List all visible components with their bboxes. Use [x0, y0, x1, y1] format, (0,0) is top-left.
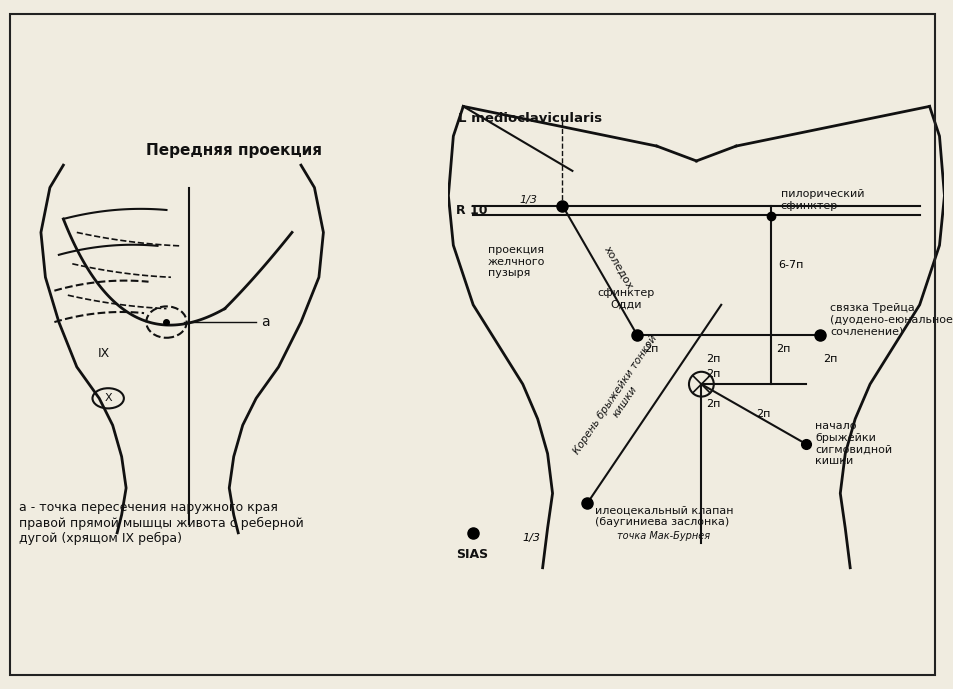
Text: начало
брыжейки
сигмовидной
кишки: начало брыжейки сигмовидной кишки	[815, 421, 892, 466]
Text: связка Трейца
(дуодено-еюнальное
сочленение): связка Трейца (дуодено-еюнальное сочлене…	[829, 303, 952, 336]
Text: а: а	[260, 315, 269, 329]
Text: 2п: 2п	[705, 354, 720, 364]
Text: Корень брыжейки тонкой
кишки: Корень брыжейки тонкой кишки	[572, 333, 668, 462]
Text: 2п: 2п	[775, 344, 789, 355]
Text: SIAS: SIAS	[456, 548, 487, 561]
Text: IX: IX	[97, 347, 110, 360]
Text: холедох: холедох	[601, 244, 635, 291]
Text: проекция
желчного
пузыря: проекция желчного пузыря	[488, 245, 545, 278]
Text: L medioclavicularis: L medioclavicularis	[457, 112, 601, 125]
Text: 6-7п: 6-7п	[778, 260, 802, 270]
Text: илеоцекальный клапан
(баугиниева заслонка): илеоцекальный клапан (баугиниева заслонк…	[594, 506, 733, 527]
Text: 2п: 2п	[643, 344, 658, 355]
Text: точка Мак-Бурнея: точка Мак-Бурнея	[617, 531, 709, 541]
Text: 2п: 2п	[822, 354, 837, 364]
Text: R 10: R 10	[456, 203, 487, 216]
Text: 2п: 2п	[755, 409, 769, 419]
Text: пилорический
сфинктер: пилорический сфинктер	[780, 189, 863, 211]
Text: 2п: 2п	[705, 399, 720, 409]
Text: Передняя проекция: Передняя проекция	[146, 143, 321, 158]
Text: X: X	[104, 393, 112, 403]
Text: 2п: 2п	[705, 369, 720, 379]
Text: 1/3: 1/3	[522, 533, 540, 543]
Text: 1/3: 1/3	[519, 195, 537, 205]
Text: сфинктер
Одди: сфинктер Одди	[597, 288, 654, 310]
Text: а - точка пересечения наружного края
правой прямой мышцы живота с реберной
дугой: а - точка пересечения наружного края пра…	[18, 502, 303, 544]
